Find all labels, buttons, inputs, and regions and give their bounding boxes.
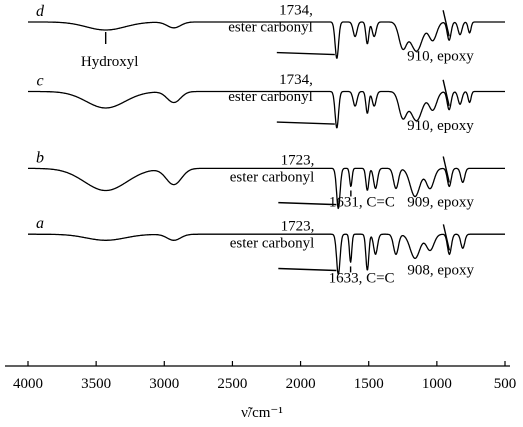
peak-annotation-line: 909, epoxy bbox=[407, 194, 474, 210]
peak-annotation: 1734, ester carbonyl bbox=[228, 3, 313, 36]
series-label-c: c bbox=[36, 73, 43, 90]
series-label-d: d bbox=[36, 3, 45, 20]
peak-annotation: 1723, ester carbonyl bbox=[230, 153, 315, 186]
peak-annotation: Hydroxyl bbox=[81, 54, 139, 70]
peak-annotation-line: ester carbonyl bbox=[228, 20, 313, 36]
spectra-traces: d c b a bbox=[27, 3, 506, 276]
series-label-a: a bbox=[36, 215, 44, 232]
x-tick-label: 1500 bbox=[354, 376, 384, 392]
annotation-arrow bbox=[278, 267, 337, 272]
peak-annotation: 1734, ester carbonyl bbox=[228, 72, 313, 105]
series-label-b: b bbox=[36, 149, 44, 166]
annotation-arrow bbox=[442, 224, 451, 251]
peak-annotation-line: 1734, bbox=[279, 72, 313, 88]
peak-annotation-line: 910, epoxy bbox=[407, 118, 474, 134]
annotation-arrow bbox=[442, 156, 450, 183]
peak-annotation-line: 908, epoxy bbox=[407, 262, 474, 278]
peak-annotation-line: Hydroxyl bbox=[81, 54, 139, 70]
x-tick-label: 1000 bbox=[422, 376, 452, 392]
spectrum-line-d bbox=[27, 21, 506, 59]
peak-annotation: 910, epoxy bbox=[407, 48, 474, 64]
x-axis-label: ν̃/cm⁻¹ bbox=[241, 405, 283, 421]
spectrum-line-b bbox=[27, 167, 506, 210]
peak-annotation-line: ester carbonyl bbox=[230, 236, 315, 252]
peak-annotation-line: 1633, C=C bbox=[329, 270, 395, 286]
spectrum-line-a bbox=[27, 233, 506, 276]
peak-annotation-line: 1734, bbox=[279, 3, 313, 19]
peak-annotation: 908, epoxy bbox=[407, 262, 474, 278]
peak-annotation-line: 1723, bbox=[281, 153, 315, 169]
x-tick-label: 500 bbox=[494, 376, 517, 392]
x-tick-label: 2000 bbox=[286, 376, 316, 392]
x-tick-label: 3000 bbox=[149, 376, 179, 392]
peak-annotation-line: ester carbonyl bbox=[228, 89, 313, 105]
annotation-arrow bbox=[276, 51, 335, 56]
peak-annotation: 910, epoxy bbox=[407, 118, 474, 134]
annotation-arrow bbox=[276, 121, 335, 125]
peak-annotation: 1633, C=C bbox=[329, 270, 395, 286]
spectrum-line-c bbox=[27, 90, 506, 129]
x-tick-label: 3500 bbox=[81, 376, 111, 392]
peak-annotation-line: 1631, C=C bbox=[329, 194, 395, 210]
peak-annotation-line: 1723, bbox=[281, 219, 315, 235]
x-tick-label: 4000 bbox=[13, 376, 43, 392]
x-axis: 4000 3500 3000 2500 2000 1500 1000 500 bbox=[5, 361, 516, 392]
peak-annotation-line: ester carbonyl bbox=[230, 170, 315, 186]
annotation-arrow bbox=[442, 10, 450, 37]
x-tick-label: 2500 bbox=[217, 376, 247, 392]
peak-annotation-line: 910, epoxy bbox=[407, 48, 474, 64]
peak-annotation: 909, epoxy bbox=[407, 194, 474, 210]
annotation-arrow bbox=[442, 79, 450, 106]
annotation-arrow bbox=[278, 201, 337, 206]
peak-annotation: 1631, C=C bbox=[329, 194, 395, 210]
peak-annotation: 1723, ester carbonyl bbox=[230, 219, 315, 252]
